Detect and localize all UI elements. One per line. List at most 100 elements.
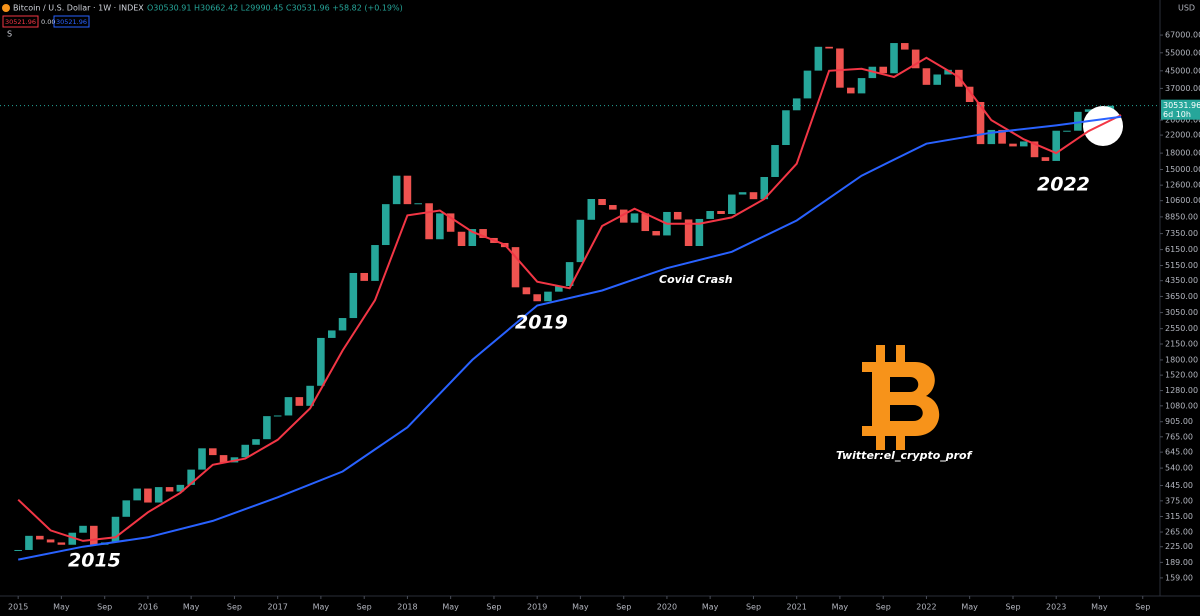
x-tick-label: May	[961, 603, 978, 612]
candle	[879, 66, 888, 74]
ma-mid-value: 0.00	[41, 18, 55, 26]
candle	[457, 231, 466, 247]
candle	[771, 145, 779, 177]
candle	[295, 397, 304, 406]
candle	[403, 175, 412, 205]
candle	[1074, 111, 1082, 131]
x-tick-label: May	[313, 603, 330, 612]
x-tick-label: Sep	[1135, 603, 1150, 612]
candle	[1009, 143, 1017, 147]
candle	[14, 549, 22, 551]
candle	[241, 444, 250, 458]
candle	[922, 68, 931, 85]
candle	[144, 488, 152, 503]
candle	[760, 176, 769, 200]
x-tick-label: 2023	[1046, 603, 1066, 612]
x-tick-label: 2015	[8, 603, 28, 612]
candle	[284, 397, 293, 416]
candle	[165, 487, 174, 492]
ohlc-legend: O30530.91 H30662.42 L29990.45 C30531.96 …	[147, 4, 403, 13]
x-tick-label: Sep	[876, 603, 891, 612]
candle	[90, 525, 98, 545]
y-tick-label: 315.00	[1165, 512, 1193, 521]
candle	[511, 247, 520, 288]
x-tick-label: May	[183, 603, 200, 612]
candle	[468, 229, 477, 247]
last-price-box	[1161, 99, 1200, 120]
candle	[965, 86, 974, 103]
x-tick-label: May	[832, 603, 849, 612]
candle	[176, 484, 185, 492]
highlight-circle	[1083, 106, 1123, 146]
candle	[25, 535, 33, 550]
candle	[68, 532, 77, 545]
candle	[360, 272, 369, 281]
candle	[836, 48, 844, 88]
bitcoin-logo	[862, 345, 940, 450]
candle	[944, 69, 952, 75]
candle	[857, 78, 866, 94]
candle	[652, 231, 660, 236]
candle	[933, 74, 941, 85]
candle	[976, 102, 985, 145]
y-tick-label: 3050.00	[1165, 308, 1198, 317]
y-tick-label: 765.00	[1165, 432, 1193, 441]
y-tick-label: 540.00	[1165, 464, 1193, 473]
candle	[544, 291, 552, 302]
y-tick-label: 159.00	[1165, 573, 1193, 582]
y-tick-label: 4350.00	[1165, 276, 1198, 285]
candle	[263, 416, 271, 440]
x-tick-label: 2021	[787, 603, 807, 612]
y-tick-label: 55000.00	[1165, 48, 1200, 57]
y-tick-label: 45000.00	[1165, 66, 1200, 75]
y-tick-label: 37000.00	[1165, 84, 1200, 93]
candle	[684, 219, 693, 247]
candle	[479, 229, 487, 238]
y-tick-label: 5150.00	[1165, 261, 1198, 270]
candle	[782, 110, 790, 146]
x-tick-label: May	[1091, 603, 1108, 612]
annotation: Covid Crash	[659, 273, 733, 286]
symbol-icon	[2, 4, 10, 12]
ma-slow-value: 30521.96	[56, 18, 87, 26]
candle	[706, 211, 714, 219]
candle	[252, 439, 260, 445]
candle	[46, 539, 55, 543]
candle	[565, 262, 574, 287]
candle	[890, 43, 898, 74]
x-tick-label: Sep	[746, 603, 761, 612]
y-tick-label: 445.00	[1165, 481, 1193, 490]
candle	[619, 209, 628, 223]
y-tick-label: 265.00	[1165, 528, 1193, 537]
x-tick-label: Sep	[357, 603, 372, 612]
candle	[1063, 130, 1071, 132]
x-tick-label: Sep	[486, 603, 501, 612]
candle	[803, 70, 812, 99]
candle	[555, 286, 563, 292]
candle	[717, 211, 725, 214]
candle	[154, 487, 163, 503]
y-tick-label: 189.00	[1165, 558, 1193, 567]
overlay	[17, 56, 1122, 561]
y-tick-label: 2550.00	[1165, 324, 1198, 333]
candle	[133, 488, 141, 501]
x-tick-label: 2016	[138, 603, 158, 612]
candle	[306, 385, 314, 406]
candle	[825, 46, 833, 49]
toggle[interactable]: S	[7, 30, 12, 39]
candle	[522, 287, 531, 295]
y-tick-label: 15000.00	[1165, 165, 1200, 174]
ma-fast-value: 30521.96	[5, 18, 36, 26]
y-tick-label: 6150.00	[1165, 245, 1198, 254]
candle	[987, 129, 996, 145]
candle	[728, 194, 736, 214]
candle	[598, 199, 606, 206]
candle	[219, 455, 228, 463]
moving-average	[18, 115, 1122, 561]
candle	[587, 199, 596, 220]
candle	[209, 448, 217, 456]
x-tick-label: May	[53, 603, 70, 612]
candle	[749, 192, 758, 200]
